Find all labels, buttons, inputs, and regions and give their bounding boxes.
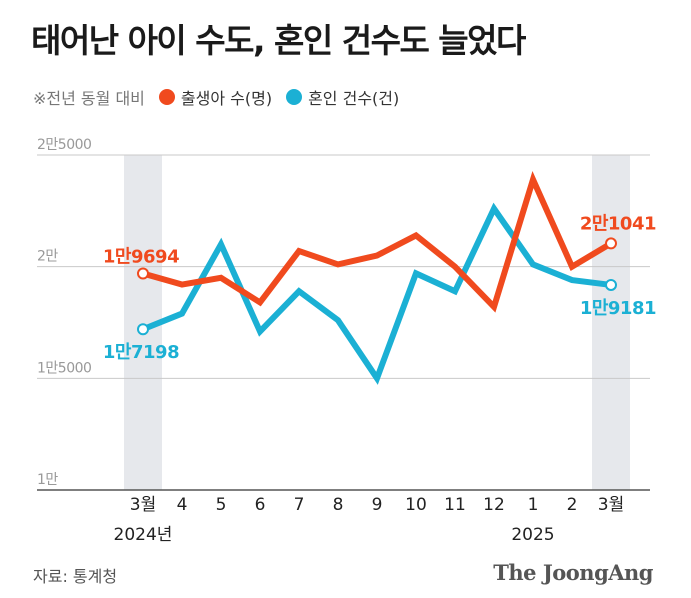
legend-note: ※전년 동월 대비 — [33, 89, 145, 108]
data-label: 2만1041 — [580, 213, 656, 234]
x-tick-label: 8 — [333, 495, 344, 515]
year-label: 2025 — [511, 525, 554, 545]
series-line — [141, 202, 612, 385]
legend: ※전년 동월 대비 출생아 수(명) 혼인 건수(건) — [33, 85, 413, 109]
legend-item-births: 출생아 수(명) — [158, 85, 273, 109]
y-tick-label: 1만5000 — [37, 360, 91, 376]
x-tick-label: 4 — [177, 495, 188, 515]
chart-title: 태어난 아이 수도, 혼인 건수도 늘었다 — [31, 21, 526, 60]
x-tick-label: 7 — [294, 495, 305, 515]
data-point — [137, 323, 149, 336]
x-tick-label: 2 — [567, 495, 578, 515]
legend-dot-marriages — [286, 89, 303, 105]
legend-item-marriages: 혼인 건수(건) — [286, 85, 399, 109]
series-line — [142, 171, 613, 313]
x-tick-label: 3월 — [598, 495, 624, 515]
x-tick-label: 12 — [483, 495, 505, 515]
y-tick-label: 1만 — [37, 472, 58, 488]
data-point — [605, 278, 617, 291]
x-tick-label: 11 — [444, 495, 466, 515]
data-label: 1만9181 — [580, 298, 656, 319]
data-label: 1만9694 — [103, 247, 179, 268]
x-tick-label: 9 — [372, 495, 383, 515]
data-point — [137, 267, 149, 280]
year-label: 2024년 — [114, 525, 173, 545]
y-tick-label: 2만5000 — [37, 137, 91, 153]
y-tick-label: 2만 — [37, 249, 58, 265]
x-tick-label: 6 — [255, 495, 266, 515]
x-tick-label: 10 — [405, 495, 427, 515]
brand-logo: The JoongAng — [493, 560, 653, 585]
source-note: 자료: 통계청 — [33, 567, 118, 586]
x-tick-label: 1 — [528, 495, 539, 515]
x-tick-label: 3월 — [130, 495, 156, 515]
legend-label-marriages: 혼인 건수(건) — [308, 89, 400, 108]
highlight-band-1 — [592, 155, 630, 490]
legend-label-births: 출생아 수(명) — [180, 89, 273, 108]
data-label: 1만7198 — [103, 342, 179, 363]
legend-dot-births — [158, 89, 175, 105]
x-tick-label: 5 — [216, 495, 227, 515]
data-point — [605, 237, 617, 250]
